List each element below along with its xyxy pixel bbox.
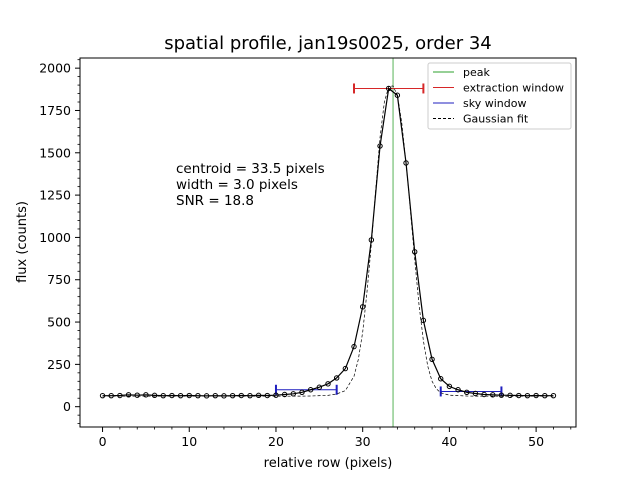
x-tick-label: 40 (441, 434, 457, 449)
profile-point (394, 92, 401, 98)
x-tick-label: 50 (528, 434, 544, 449)
x-tick-label: 30 (355, 434, 371, 449)
profile-point (143, 392, 149, 398)
profile-point (333, 375, 340, 381)
y-tick-label: 500 (47, 315, 71, 330)
profile-point (203, 393, 210, 399)
snr-annotation: SNR = 18.8 (176, 193, 254, 209)
profile-point (221, 393, 227, 399)
y-axis-label: flux (counts) (15, 201, 30, 283)
profile-point (186, 392, 192, 399)
profile-point (412, 249, 418, 255)
profile-line (102, 87, 554, 397)
profile-point (490, 392, 496, 398)
x-tick-label: 0 (99, 434, 107, 449)
profile-point (464, 389, 470, 396)
profile-point (516, 392, 522, 399)
profile-point (99, 392, 106, 399)
legend: peak extraction window sky window Gaussian … (427, 62, 572, 130)
profile-point (420, 317, 427, 324)
profile-point (307, 387, 314, 393)
profile-point (524, 392, 531, 399)
x-tick-label: 20 (268, 434, 284, 449)
y-tick-label: 1500 (39, 145, 71, 160)
legend-label-fit: Gaussian fit (463, 113, 529, 126)
profile-point (368, 237, 375, 243)
y-tick-label: 250 (47, 357, 71, 372)
profile-point (169, 392, 175, 399)
profile-point (351, 343, 357, 350)
y-tick-label: 0 (63, 399, 71, 414)
profile-point (299, 389, 305, 396)
y-tick-label: 2000 (39, 61, 71, 76)
profile-point (550, 392, 557, 399)
profile-point (134, 392, 140, 398)
profile-point (507, 392, 513, 399)
profile-point (212, 392, 218, 399)
profile-point (238, 392, 244, 399)
profile-point (325, 381, 331, 387)
profile-point (429, 356, 435, 362)
gaussian-fit-line (102, 85, 554, 397)
profile-point (359, 304, 366, 310)
profile-point (472, 390, 479, 397)
profile-point (160, 392, 166, 399)
legend-label-extraction: extraction window (463, 82, 564, 95)
centroid-annotation: centroid = 33.5 pixels (176, 161, 325, 177)
y-tick-label: 750 (47, 272, 71, 287)
profile-point (108, 392, 114, 399)
profile-point (533, 392, 539, 399)
profile-point (117, 392, 123, 399)
profile-point (195, 392, 201, 399)
profile-point (290, 391, 297, 397)
legend-label-peak: peak (463, 66, 490, 79)
profile-point (125, 392, 132, 398)
width-annotation: width = 3.0 pixels (176, 177, 298, 193)
profile-point (542, 392, 548, 399)
x-tick-label: 10 (181, 434, 197, 449)
profile-point (281, 391, 288, 398)
profile-point (229, 392, 236, 399)
profile-point (247, 392, 253, 399)
profile-point (385, 85, 392, 92)
profile-point (264, 392, 271, 399)
y-tick-label: 1750 (39, 103, 71, 118)
profile-point (151, 392, 158, 399)
profile-point (498, 392, 505, 398)
profile-point (255, 392, 262, 399)
profile-point (377, 143, 383, 149)
profile-point (177, 392, 184, 399)
x-axis-label: relative row (pixels) (264, 456, 393, 471)
profile-point (403, 160, 409, 166)
profile-point (446, 383, 453, 390)
y-tick-label: 1000 (39, 230, 71, 245)
y-tick-label: 1250 (39, 188, 71, 203)
chart-title: spatial profile, jan19s0025, order 34 (164, 33, 492, 54)
legend-box (427, 62, 572, 130)
profile-point (273, 392, 279, 398)
profile-point (316, 384, 323, 390)
profile-point (342, 365, 349, 372)
profile-point (438, 376, 444, 382)
profile-point (481, 391, 487, 398)
legend-label-sky: sky window (463, 97, 526, 110)
profile-point (455, 387, 461, 393)
